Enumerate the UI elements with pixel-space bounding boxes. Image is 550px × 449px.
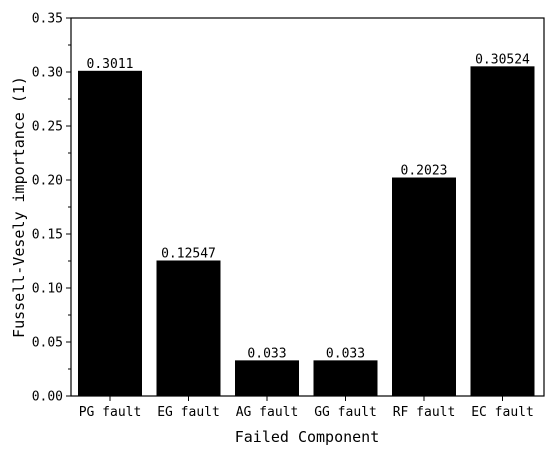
- x-tick-label: RF fault: [393, 405, 456, 420]
- bar-eg-fault: [156, 260, 221, 396]
- x-tick-label: PG fault: [79, 405, 142, 420]
- data-label: 0.30524: [475, 52, 530, 67]
- bar-ag-fault: [235, 360, 299, 396]
- y-tick-label: 0.10: [32, 282, 63, 297]
- data-label: 0.12547: [161, 246, 216, 261]
- x-tick-label: AG fault: [236, 405, 299, 420]
- y-axis-title: Fussell-Vesely importance (1): [10, 76, 28, 338]
- bar-gg-fault: [313, 360, 378, 396]
- data-label: 0.2023: [401, 164, 448, 179]
- x-tick-label: EG fault: [157, 405, 220, 420]
- y-tick-label: 0.00: [32, 390, 63, 405]
- x-axis-title: Failed Component: [235, 428, 380, 446]
- y-tick-label: 0.35: [32, 12, 63, 27]
- y-axis: 0.00 0.05 0.10 0.15 0.20 0.25 0.30 0.35: [32, 12, 71, 405]
- y-tick-label: 0.30: [32, 66, 63, 81]
- y-tick-label: 0.25: [32, 120, 63, 135]
- bar-rf-fault: [392, 177, 456, 396]
- data-label: 0.033: [326, 346, 365, 361]
- y-tick-label: 0.15: [32, 228, 63, 243]
- data-label: 0.3011: [87, 57, 134, 72]
- bar-ec-fault: [470, 66, 535, 397]
- bar-pg-fault: [78, 70, 142, 396]
- x-axis: PG fault EG fault AG fault GG fault RF fault…: [79, 396, 534, 420]
- x-tick-label: GG fault: [314, 405, 377, 420]
- bars-group: 0.3011 0.12547 0.033 0.033 0.2023 0.30524: [78, 52, 535, 397]
- x-tick-label: EC fault: [471, 405, 534, 420]
- y-tick-label: 0.20: [32, 174, 63, 189]
- y-tick-label: 0.05: [32, 336, 63, 351]
- data-label: 0.033: [247, 346, 286, 361]
